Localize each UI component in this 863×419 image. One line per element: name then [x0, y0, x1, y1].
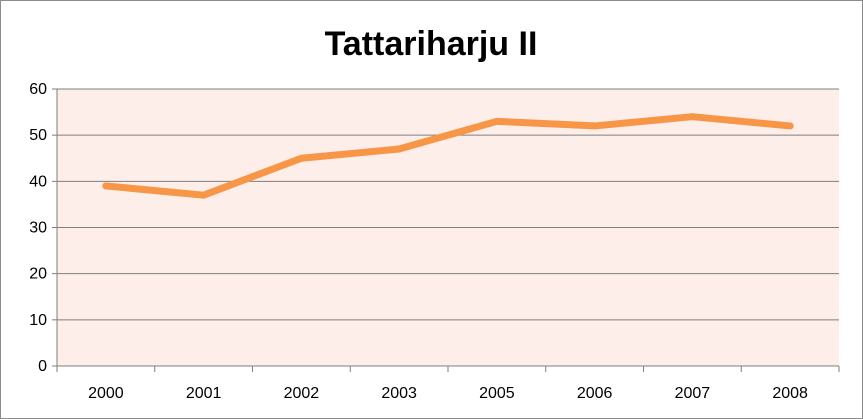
- y-tick-label: 40: [29, 173, 47, 190]
- x-tick-label: 2006: [577, 385, 613, 402]
- data-point: [200, 191, 208, 199]
- series-group: [102, 113, 794, 199]
- data-point: [297, 154, 305, 162]
- y-tick-label: 0: [38, 358, 47, 375]
- data-point: [591, 122, 599, 130]
- series-line: [102, 113, 794, 199]
- x-tick-label: 2002: [284, 385, 320, 402]
- x-tick-label: 2007: [675, 385, 711, 402]
- x-tick-label: 2003: [381, 385, 417, 402]
- x-tick-label: 2000: [88, 385, 124, 402]
- data-point: [102, 182, 110, 190]
- y-tick-label: 20: [29, 266, 47, 283]
- y-tick-label: 60: [29, 81, 47, 98]
- data-point: [786, 122, 794, 130]
- x-tick-label: 2001: [186, 385, 222, 402]
- y-tick-label: 50: [29, 127, 47, 144]
- y-tick-label: 10: [29, 312, 47, 329]
- y-tick-label: 30: [29, 220, 47, 237]
- x-axis: 2000 2001 2002 2003 2005 2006 2007 2008: [56, 365, 840, 402]
- data-point: [395, 145, 403, 153]
- x-tick-label: 2008: [772, 385, 808, 402]
- x-tick-label: 2005: [479, 385, 515, 402]
- y-axis: 0 10 20 30 40 50 60: [29, 81, 58, 375]
- data-point: [688, 113, 696, 121]
- data-point: [493, 117, 501, 125]
- chart-title: Tattariharju II: [325, 25, 538, 63]
